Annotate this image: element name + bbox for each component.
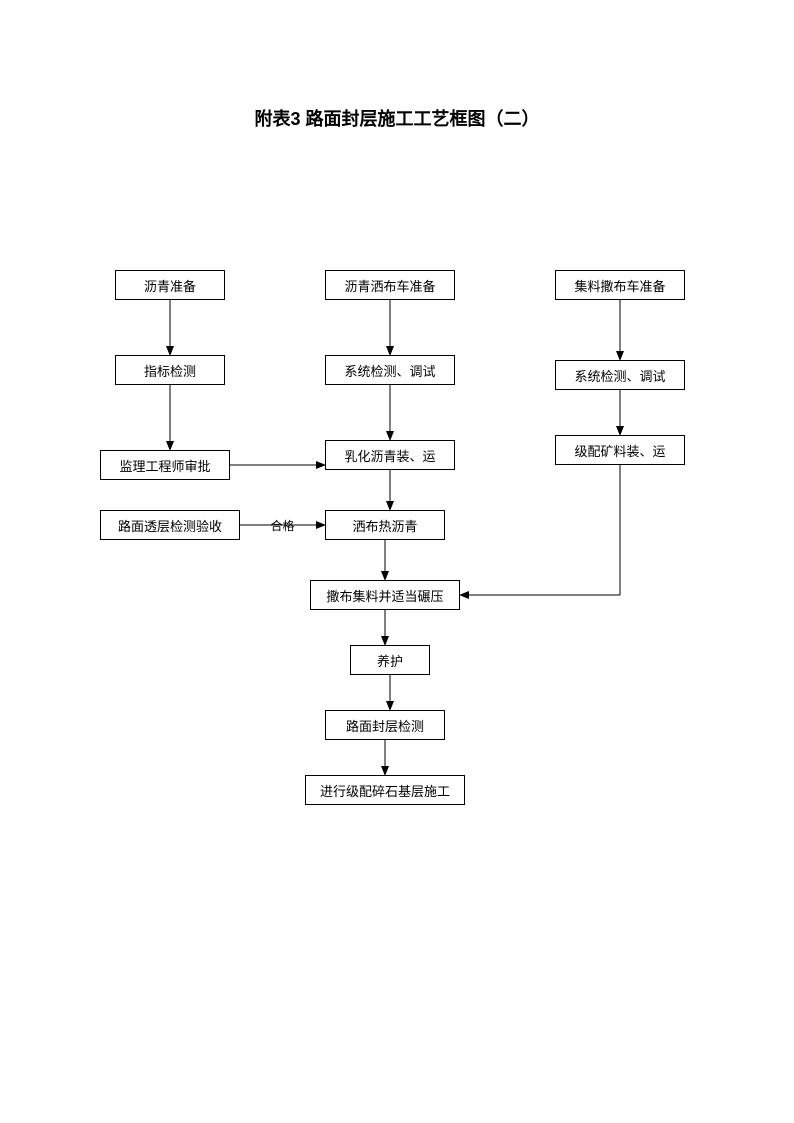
edge-label: 合格 bbox=[271, 517, 295, 534]
flowchart-edges bbox=[0, 0, 794, 1123]
flowchart-node: 养护 bbox=[350, 645, 430, 675]
flowchart-node: 洒布热沥青 bbox=[325, 510, 445, 540]
flowchart-node: 路面透层检测验收 bbox=[100, 510, 240, 540]
flowchart-node: 集料撒布车准备 bbox=[555, 270, 685, 300]
flowchart-node: 路面封层检测 bbox=[325, 710, 445, 740]
flowchart-node: 乳化沥青装、运 bbox=[325, 440, 455, 470]
flowchart-node: 系统检测、调试 bbox=[325, 355, 455, 385]
flowchart-node: 系统检测、调试 bbox=[555, 360, 685, 390]
flowchart-node: 沥青洒布车准备 bbox=[325, 270, 455, 300]
flowchart-node: 进行级配碎石基层施工 bbox=[305, 775, 465, 805]
flowchart-node: 级配矿料装、运 bbox=[555, 435, 685, 465]
flowchart-node: 监理工程师审批 bbox=[100, 450, 230, 480]
flowchart-node: 撒布集料并适当碾压 bbox=[310, 580, 460, 610]
flowchart-node: 沥青准备 bbox=[115, 270, 225, 300]
flowchart-node: 指标检测 bbox=[115, 355, 225, 385]
page-title: 附表3 路面封层施工工艺框图（二） bbox=[0, 105, 794, 131]
